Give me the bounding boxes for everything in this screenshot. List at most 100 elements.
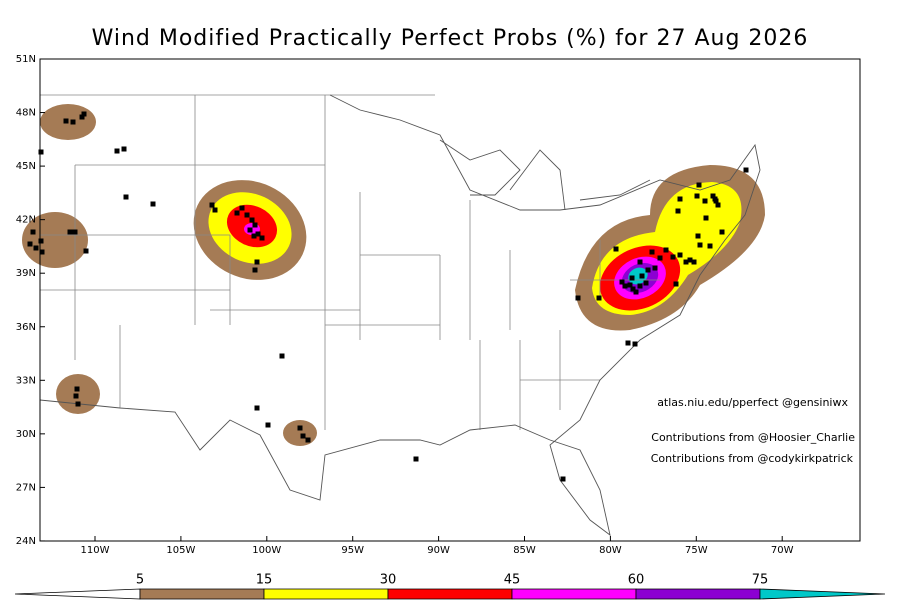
report xyxy=(30,229,36,235)
report xyxy=(259,235,265,241)
lat-label: 27N xyxy=(16,482,36,493)
report xyxy=(27,241,33,247)
report xyxy=(212,207,218,213)
report xyxy=(265,422,271,428)
lon-label: 100W xyxy=(252,545,281,556)
lon-label: 110W xyxy=(81,545,110,556)
report xyxy=(675,208,681,214)
legend-swatch xyxy=(635,588,761,600)
legend-swatch xyxy=(759,588,886,600)
report xyxy=(637,283,643,289)
report xyxy=(72,229,78,235)
report xyxy=(632,341,638,347)
report xyxy=(123,194,129,200)
report xyxy=(677,252,683,258)
report xyxy=(575,295,581,301)
report xyxy=(683,259,689,265)
report xyxy=(719,229,725,235)
report xyxy=(707,243,713,249)
report xyxy=(83,248,89,254)
report xyxy=(38,149,44,155)
report xyxy=(254,259,260,265)
report xyxy=(297,425,303,431)
report xyxy=(619,279,625,285)
report xyxy=(639,273,645,279)
report xyxy=(114,148,120,154)
lat-label: 51N xyxy=(16,54,36,65)
report xyxy=(305,437,311,443)
report xyxy=(70,119,76,125)
report xyxy=(254,405,260,411)
map-frame xyxy=(39,58,861,542)
storm-reports xyxy=(27,111,749,482)
report xyxy=(33,245,39,251)
lat-label: 30N xyxy=(16,429,36,440)
report xyxy=(255,231,261,237)
report xyxy=(625,340,631,346)
report xyxy=(629,275,635,281)
report xyxy=(633,289,639,295)
report xyxy=(696,182,702,188)
lon-labels: 110W 105W 100W 95W 90W 85W 80W 75W 70W xyxy=(81,536,794,556)
report xyxy=(73,393,79,399)
report xyxy=(300,433,306,439)
report xyxy=(677,196,683,202)
report xyxy=(81,111,87,117)
lat-label: 42N xyxy=(16,215,36,226)
report xyxy=(249,217,255,223)
legend-swatch xyxy=(263,588,389,600)
report xyxy=(251,233,257,239)
report xyxy=(150,201,156,207)
report xyxy=(209,202,215,208)
legend-swatch xyxy=(139,588,265,600)
color-legend: 5 15 30 45 60 75 xyxy=(14,573,886,600)
report xyxy=(645,267,651,273)
contours xyxy=(22,104,765,446)
lon-label: 85W xyxy=(513,545,536,556)
report xyxy=(715,202,721,208)
lon-label: 70W xyxy=(771,545,794,556)
report xyxy=(710,193,716,199)
report xyxy=(244,212,250,218)
report xyxy=(630,286,636,292)
legend-label: 75 xyxy=(752,573,769,588)
legend-label: 60 xyxy=(628,573,645,588)
report xyxy=(613,246,619,252)
report xyxy=(622,283,628,289)
report xyxy=(239,205,245,211)
legend-label: 45 xyxy=(504,573,521,588)
report xyxy=(702,198,708,204)
lat-label: 39N xyxy=(16,268,36,279)
lon-label: 80W xyxy=(599,545,622,556)
lon-label: 75W xyxy=(685,545,708,556)
report xyxy=(649,249,655,255)
report xyxy=(652,265,658,271)
lat-label: 24N xyxy=(16,536,36,547)
credit: atlas.niu.edu/pperfect @gensiniwx xyxy=(657,396,848,409)
report xyxy=(38,238,44,244)
lon-label: 105W xyxy=(166,545,195,556)
legend-swatch xyxy=(14,588,141,600)
report xyxy=(252,267,258,273)
legend-label: 5 xyxy=(136,573,144,588)
report xyxy=(63,118,69,124)
report xyxy=(670,254,676,260)
report xyxy=(663,247,669,253)
lat-label: 33N xyxy=(16,375,36,386)
report xyxy=(74,386,80,392)
report xyxy=(695,233,701,239)
lon-label: 90W xyxy=(427,545,450,556)
legend-swatch xyxy=(387,588,513,600)
lat-labels: 51N 48N 45N 42N 39N 36N 33N 30N 27N 24N xyxy=(16,54,45,547)
report xyxy=(673,281,679,287)
legend-label: 15 xyxy=(256,573,273,588)
lat-label: 48N xyxy=(16,108,36,119)
report xyxy=(713,198,719,204)
report xyxy=(643,280,649,286)
report xyxy=(697,242,703,248)
report xyxy=(657,255,663,261)
report xyxy=(279,353,285,359)
report xyxy=(252,222,258,228)
credit: Contributions from @Hoosier_Charlie xyxy=(651,431,855,444)
lat-label: 36N xyxy=(16,322,36,333)
